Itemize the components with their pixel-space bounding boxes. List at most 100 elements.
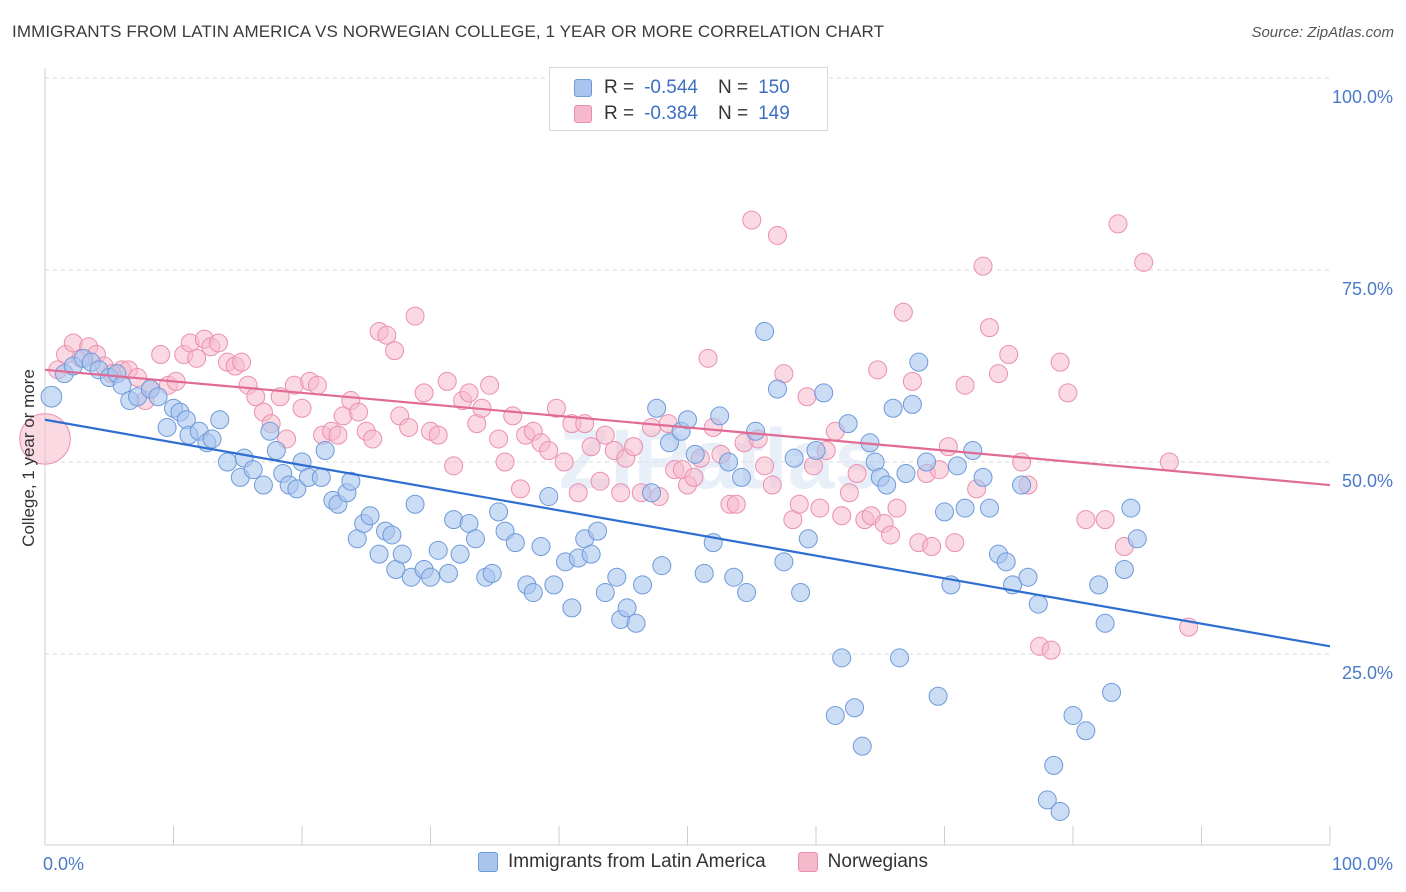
norwegians-point bbox=[444, 456, 464, 476]
latin-america-point bbox=[202, 429, 222, 449]
legend-item-norwegians: Norwegians bbox=[797, 851, 928, 873]
norwegians-point bbox=[955, 375, 975, 395]
latin-america-point bbox=[909, 352, 929, 372]
legend-swatch-pink bbox=[797, 852, 818, 872]
source-label: Source: ZipAtlas.com bbox=[1251, 24, 1394, 41]
norwegians-point bbox=[307, 375, 327, 395]
latin-america-point bbox=[1012, 475, 1032, 495]
latin-america-point bbox=[678, 410, 697, 430]
norwegians-point bbox=[1041, 640, 1061, 660]
latin-america-point bbox=[465, 529, 485, 549]
latin-america-point bbox=[1037, 790, 1057, 810]
norwegians-point bbox=[363, 429, 383, 449]
latin-america-point bbox=[935, 502, 954, 522]
norwegians-point bbox=[887, 498, 907, 518]
norwegians-point bbox=[1159, 452, 1179, 472]
norwegians-point bbox=[510, 479, 530, 499]
latin-america-point bbox=[428, 540, 448, 560]
latin-america-point bbox=[806, 440, 826, 460]
latin-america-point bbox=[523, 583, 543, 603]
norwegians-point bbox=[590, 471, 610, 491]
norwegians-point bbox=[437, 371, 457, 391]
latin-america-point bbox=[724, 567, 744, 587]
latin-america-point bbox=[731, 467, 751, 487]
x-tick-label: 100.0% bbox=[1332, 854, 1393, 874]
y-tick-label: 50.0% bbox=[1342, 471, 1393, 491]
norwegians-point bbox=[428, 425, 448, 445]
norwegians-point bbox=[847, 464, 867, 484]
latin-america-point bbox=[210, 410, 230, 430]
y-axis-label: College, 1 year or more bbox=[19, 369, 38, 547]
latin-america-point bbox=[148, 387, 168, 407]
n-value: 150 bbox=[758, 77, 790, 98]
latin-america-point bbox=[1095, 613, 1115, 633]
latin-america-point bbox=[315, 440, 335, 460]
norwegians-point bbox=[938, 437, 958, 457]
latin-america-point bbox=[947, 456, 967, 476]
latin-america-point bbox=[877, 475, 897, 495]
latin-america-trend-line bbox=[44, 418, 1331, 648]
norwegians-point bbox=[459, 383, 479, 403]
latin-america-point bbox=[266, 440, 286, 460]
norwegians-point bbox=[1095, 510, 1115, 530]
latin-america-point bbox=[1063, 705, 1083, 725]
latin-america-point bbox=[917, 452, 937, 472]
latin-america-point bbox=[607, 567, 627, 587]
latin-america-point bbox=[482, 563, 502, 583]
latin-america-point bbox=[791, 583, 811, 603]
latin-america-point bbox=[531, 536, 551, 556]
norwegians-point bbox=[726, 494, 746, 514]
latin-america-point bbox=[260, 421, 280, 441]
norwegians-point bbox=[385, 341, 405, 361]
norwegians-point bbox=[328, 425, 348, 445]
latin-america-point bbox=[1114, 560, 1134, 580]
latin-america-point bbox=[243, 460, 263, 480]
latin-america-point bbox=[996, 552, 1016, 572]
legend-label: Immigrants from Latin America bbox=[508, 851, 766, 872]
latin-america-point bbox=[902, 394, 922, 414]
y-tick-label: 25.0% bbox=[1342, 663, 1393, 683]
latin-america-point bbox=[1028, 594, 1048, 614]
norwegians-point bbox=[698, 348, 718, 368]
norwegians-point bbox=[810, 498, 830, 518]
latin-america-point bbox=[341, 471, 361, 491]
r-label: R = bbox=[604, 103, 635, 124]
latin-america-point bbox=[1089, 575, 1109, 595]
legend-label: Norwegians bbox=[827, 851, 928, 872]
latin-america-point bbox=[814, 383, 834, 403]
norwegians-point bbox=[399, 417, 419, 437]
norwegians-point bbox=[19, 413, 71, 465]
latin-america-point bbox=[1050, 801, 1070, 821]
latin-america-point bbox=[617, 598, 637, 618]
y-tick-label: 100.0% bbox=[1332, 87, 1393, 107]
legend-swatch-blue bbox=[478, 852, 499, 872]
latin-america-point bbox=[157, 417, 177, 437]
norwegians-point bbox=[797, 387, 817, 407]
norwegians-point bbox=[349, 402, 369, 422]
latin-america-point bbox=[694, 563, 714, 583]
norwegians-point bbox=[595, 425, 615, 445]
latin-america-point bbox=[595, 583, 615, 603]
latin-america-point bbox=[647, 398, 667, 418]
norwegians-trend-line bbox=[44, 368, 1331, 487]
y-tick-label: 75.0% bbox=[1342, 279, 1393, 299]
legend-row-norwegians: R = -0.384 N = 149 bbox=[574, 102, 790, 126]
n-label: N = bbox=[717, 77, 749, 98]
latin-america-point bbox=[40, 385, 63, 408]
latin-america-point bbox=[746, 421, 766, 441]
norwegians-point bbox=[208, 333, 228, 353]
norwegians-point bbox=[151, 344, 171, 364]
latin-america-point bbox=[1121, 498, 1141, 518]
latin-america-point bbox=[1127, 529, 1147, 549]
norwegians-point bbox=[377, 325, 397, 345]
latin-america-point bbox=[392, 544, 412, 564]
latin-america-point bbox=[838, 414, 858, 434]
latin-america-point bbox=[825, 705, 845, 725]
latin-america-point bbox=[438, 563, 458, 583]
latin-america-point bbox=[633, 575, 653, 595]
latin-america-point bbox=[784, 448, 804, 468]
latin-america-point bbox=[581, 544, 601, 564]
norwegians-point bbox=[684, 467, 704, 487]
latin-america-point bbox=[253, 475, 273, 495]
norwegians-point bbox=[839, 483, 859, 503]
